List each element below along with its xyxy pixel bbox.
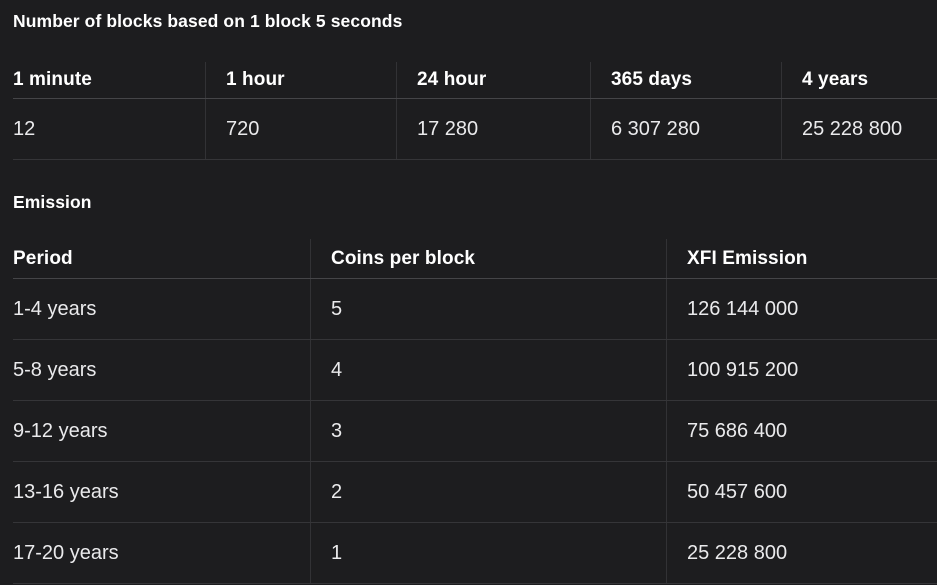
emission-table: Period Coins per block XFI Emission 1-4 … — [13, 239, 937, 584]
period-cell: 5-8 years — [13, 358, 97, 381]
period-cell: 13-16 years — [13, 480, 119, 503]
page: Number of blocks based on 1 block 5 seco… — [13, 0, 937, 584]
table-row: 12 720 17 280 6 307 280 25 228 800 — [13, 99, 937, 160]
period-cell: 9-12 years — [13, 419, 108, 442]
emission-cell: 25 228 800 — [666, 523, 937, 583]
column-header-365-days: 365 days — [590, 62, 781, 98]
column-header-xfi-emission: XFI Emission — [666, 239, 937, 278]
table-row: 9-12 years 3 75 686 400 — [13, 401, 937, 462]
blocks-table-title: Number of blocks based on 1 block 5 seco… — [13, 11, 403, 31]
emission-cell: 126 144 000 — [666, 279, 937, 339]
emission-table-header-row: Period Coins per block XFI Emission — [13, 239, 937, 279]
period-cell: 1-4 years — [13, 297, 97, 320]
emission-cell: 50 457 600 — [666, 462, 937, 522]
blocks-value-1-hour: 720 — [205, 99, 396, 159]
period-cell: 17-20 years — [13, 541, 119, 564]
blocks-value-4-years: 25 228 800 — [781, 99, 937, 159]
column-header-24-hour: 24 hour — [396, 62, 590, 98]
emission-table-title: Emission — [13, 192, 92, 212]
column-header-period: Period — [13, 247, 73, 269]
column-header-1-hour: 1 hour — [205, 62, 396, 98]
coins-cell: 4 — [310, 340, 666, 400]
coins-cell: 1 — [310, 523, 666, 583]
column-header-1-minute: 1 minute — [13, 69, 92, 90]
blocks-value-365-days: 6 307 280 — [590, 99, 781, 159]
coins-cell: 5 — [310, 279, 666, 339]
emission-cell: 100 915 200 — [666, 340, 937, 400]
column-header-4-years: 4 years — [781, 62, 937, 98]
column-header-coins-per-block: Coins per block — [310, 239, 666, 278]
blocks-value-24-hour: 17 280 — [396, 99, 590, 159]
coins-cell: 3 — [310, 401, 666, 461]
coins-cell: 2 — [310, 462, 666, 522]
table-row: 1-4 years 5 126 144 000 — [13, 279, 937, 340]
blocks-table-header-row: 1 minute 1 hour 24 hour 365 days 4 years — [13, 62, 937, 99]
blocks-table: 1 minute 1 hour 24 hour 365 days 4 years… — [13, 62, 937, 160]
table-row: 17-20 years 1 25 228 800 — [13, 523, 937, 584]
emission-cell: 75 686 400 — [666, 401, 937, 461]
table-row: 13-16 years 2 50 457 600 — [13, 462, 937, 523]
table-row: 5-8 years 4 100 915 200 — [13, 340, 937, 401]
blocks-value-1-minute: 12 — [13, 117, 36, 140]
